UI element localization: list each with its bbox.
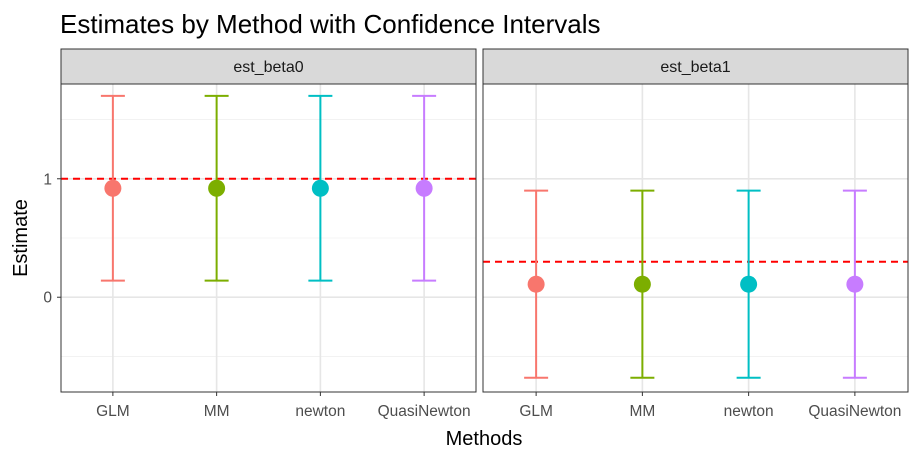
point-newton bbox=[740, 275, 758, 293]
errorbar-newton bbox=[736, 189, 761, 379]
x-tick-label: QuasiNewton bbox=[808, 403, 901, 420]
point-quasinewton bbox=[846, 275, 864, 293]
errorbar-quasinewton bbox=[842, 189, 867, 379]
x-tick-label: QuasiNewton bbox=[378, 403, 471, 420]
x-axis-title: Methods bbox=[446, 428, 523, 450]
x-tick-label: GLM bbox=[96, 403, 130, 420]
facet-strip bbox=[60, 48, 477, 85]
point-glm bbox=[527, 275, 545, 293]
point-quasinewton bbox=[415, 179, 433, 197]
facet-strip-label: est_beta1 bbox=[660, 59, 730, 76]
x-tick-label: MM bbox=[204, 403, 230, 420]
point-glm bbox=[104, 179, 122, 197]
x-tick-label: newton bbox=[724, 403, 774, 420]
errorbar-glm bbox=[100, 94, 125, 282]
y-axis: 01 bbox=[43, 171, 61, 307]
point-newton bbox=[311, 179, 329, 197]
point-mm bbox=[208, 179, 226, 197]
y-axis-title: Estimate bbox=[10, 199, 32, 277]
panel-border bbox=[60, 83, 477, 393]
x-tick-label: MM bbox=[629, 403, 655, 420]
facet-panel: est_beta0 GLM MM newton QuasiNewton bbox=[60, 48, 477, 420]
panel-border bbox=[482, 83, 909, 393]
x-tick-label: GLM bbox=[519, 403, 553, 420]
point-mm bbox=[633, 275, 651, 293]
y-tick-label: 1 bbox=[43, 171, 52, 188]
x-tick-label: newton bbox=[295, 403, 345, 420]
errorbar-glm bbox=[524, 189, 549, 379]
errorbar-newton bbox=[308, 94, 333, 282]
errorbar-mm bbox=[630, 189, 655, 379]
errorbar-quasinewton bbox=[412, 94, 437, 282]
chart-title: Estimates by Method with Confidence Inte… bbox=[60, 9, 600, 39]
y-tick-label: 0 bbox=[43, 290, 52, 307]
errorbar-mm bbox=[204, 94, 229, 282]
facet-panel: est_beta1 GLM MM newton QuasiNewton bbox=[482, 48, 909, 420]
facet-strip-label: est_beta0 bbox=[233, 59, 303, 76]
